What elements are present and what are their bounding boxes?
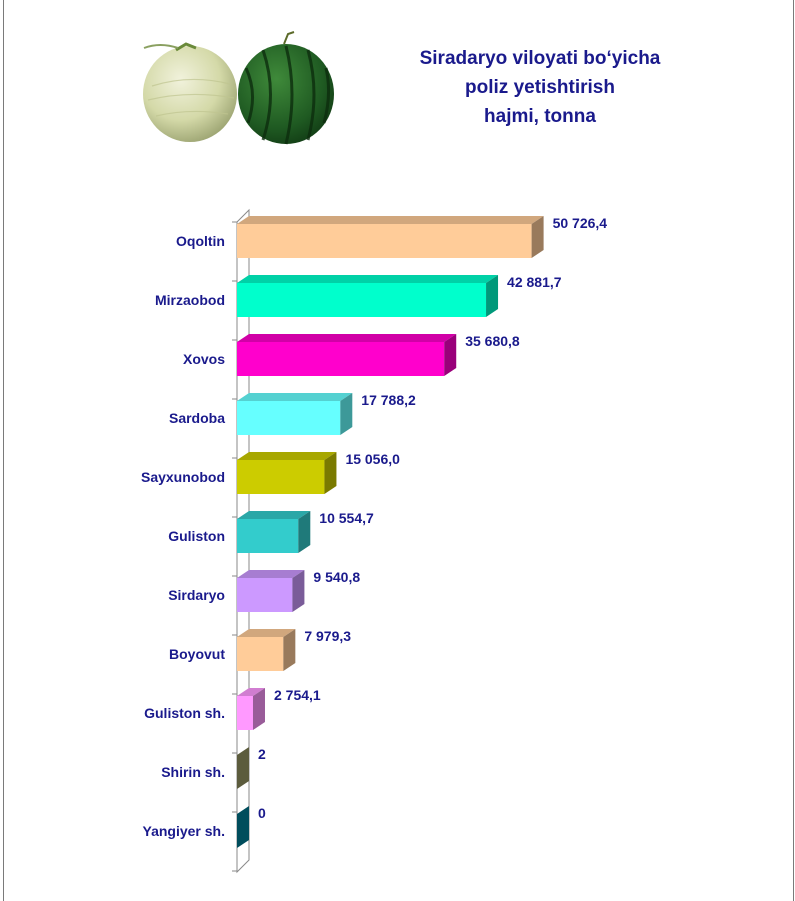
bar-top [237, 216, 544, 224]
bar-group [237, 393, 353, 435]
value-label: 7 979,3 [304, 628, 351, 644]
page-border-left [3, 0, 4, 901]
bar-top [237, 334, 457, 342]
bar [237, 460, 325, 494]
value-label: 2 754,1 [274, 687, 321, 703]
chart-title-line: hajmi, tonna [484, 106, 596, 127]
category-label: Guliston [168, 528, 225, 544]
value-label: 15 056,0 [345, 451, 400, 467]
bar [237, 578, 293, 612]
bar-side [237, 747, 250, 789]
bar-side [237, 806, 249, 848]
bar-top [237, 275, 499, 283]
bar-group [237, 452, 337, 494]
bar-group [237, 334, 457, 376]
value-label: 0 [258, 805, 266, 821]
category-label: Sirdaryo [168, 587, 225, 603]
bar [237, 283, 487, 317]
bar-top [237, 629, 296, 637]
chart-title-line: Siradaryo viloyati bo‘yicha [419, 48, 661, 69]
bar-top [237, 747, 250, 755]
bar-side [444, 334, 457, 376]
bar-group [237, 629, 296, 671]
bar [237, 696, 253, 730]
bar [237, 519, 299, 553]
bar-group [237, 216, 544, 258]
bar-top [237, 688, 265, 696]
value-label: 42 881,7 [507, 274, 562, 290]
chart-title-line: poliz yetishtirish [465, 77, 615, 98]
watermelon-icon [238, 31, 334, 145]
category-label: Oqoltin [176, 233, 225, 249]
value-label: 2 [258, 746, 266, 762]
bar-group [237, 747, 250, 789]
category-label: Shirin sh. [161, 764, 225, 780]
category-label: Mirzaobod [155, 292, 225, 308]
category-label: Sayxunobod [141, 469, 225, 485]
bar-group [237, 511, 311, 553]
bar [237, 224, 532, 258]
category-label: Guliston sh. [144, 705, 225, 721]
chart-title: Siradaryo viloyati bo‘yicha poliz yetish… [395, 44, 685, 131]
value-label: 35 680,8 [465, 333, 520, 349]
value-label: 50 726,4 [553, 215, 608, 231]
value-label: 10 554,7 [319, 510, 374, 526]
value-label: 17 788,2 [361, 392, 416, 408]
melon-illustration [138, 28, 343, 148]
bar [237, 637, 284, 671]
melon-icon [143, 42, 237, 142]
bar-side [292, 570, 305, 612]
bar-top [237, 511, 311, 519]
category-label: Boyovut [169, 646, 225, 662]
category-label: Yangiyer sh. [143, 823, 225, 839]
bar [237, 401, 341, 435]
category-label: Xovos [183, 351, 225, 367]
bar-group [237, 688, 265, 730]
bar-top [237, 452, 337, 460]
bar-top [237, 570, 305, 578]
bar-top [237, 393, 353, 401]
bar-side [486, 275, 499, 317]
bar-side [252, 688, 265, 730]
bar-group [237, 806, 249, 848]
bar-group [237, 570, 305, 612]
bar-group [237, 275, 499, 317]
category-label: Sardoba [169, 410, 225, 426]
bar [237, 342, 445, 376]
bar-side [340, 393, 353, 435]
bar-side [324, 452, 337, 494]
bar-side [298, 511, 311, 553]
bar-side [283, 629, 296, 671]
bar-side [531, 216, 544, 258]
page-border-right [793, 0, 794, 901]
value-label: 9 540,8 [313, 569, 360, 585]
